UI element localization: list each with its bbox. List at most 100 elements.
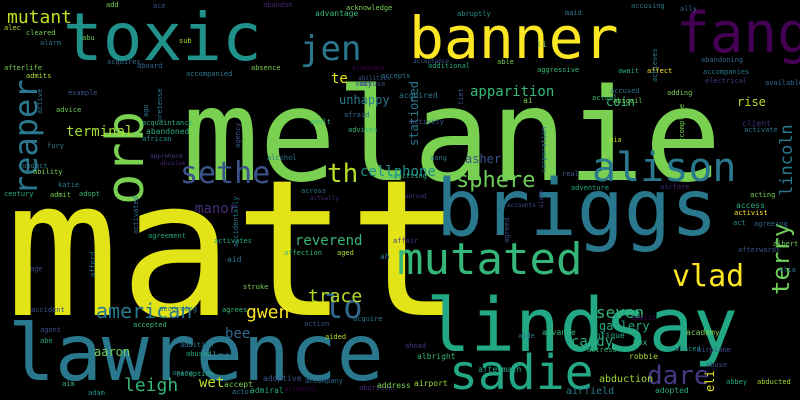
word-bee: bee (225, 326, 250, 342)
word-additional: additional (428, 62, 470, 70)
word-admits: admits (26, 72, 51, 80)
word-coin: coin (606, 95, 635, 109)
word-afterwards: afterwards (738, 246, 780, 254)
word-client: client (742, 119, 771, 128)
word-african: african (142, 135, 172, 143)
word-await: await (618, 67, 639, 75)
word-acknowledge: acknowledge (346, 4, 392, 12)
word-actress: actress (587, 346, 617, 354)
word-helmet: helmet (200, 351, 236, 362)
word-unhappy: unhappy (339, 93, 390, 107)
word-academy: academy (686, 328, 720, 337)
word-acquires: acquires (107, 58, 141, 66)
word-gallery: gallery (599, 319, 650, 333)
word-abuse: abuse (706, 361, 727, 369)
word-rise: rise (737, 95, 766, 109)
word-american: american (96, 299, 192, 323)
word-lawrence: lawrence (8, 309, 384, 399)
word-admitting: admitting (389, 172, 427, 180)
word-century: century (4, 190, 34, 198)
word-cellphone: cellphone (360, 164, 436, 180)
word-aid: aid (227, 255, 242, 264)
word-accomplice: accomplice (678, 104, 686, 146)
word-advice: advice (56, 106, 81, 114)
word-agent: agent (40, 326, 61, 334)
word-lincoln: lincoln (777, 124, 797, 196)
word-actual: actual (592, 94, 617, 102)
word-accused: accused (610, 87, 640, 95)
word-accept: accept (224, 380, 253, 389)
word-albert: albert (773, 240, 798, 248)
word-fury: fury (47, 142, 64, 150)
word-terminal: terminal (66, 124, 133, 140)
word-addition: addition (180, 341, 214, 349)
word-adopt: adopt (79, 190, 100, 198)
word-maid: maid (565, 9, 582, 17)
word-toxic: toxic (63, 0, 262, 76)
word-active: active (36, 89, 44, 114)
word-trace: trace (308, 286, 362, 307)
word-addict: addict (631, 314, 656, 322)
word-absence: absence (251, 64, 281, 72)
word-abroad: abroad (405, 193, 427, 200)
word-seven: seven (596, 303, 644, 322)
word-afterlife: afterlife (4, 64, 42, 72)
word-li: li (537, 40, 547, 49)
word-briggs: briggs (436, 164, 718, 254)
word-fang: fang (676, 1, 800, 66)
word-agreeing: agreeing (754, 220, 788, 228)
word-orb: orb (96, 111, 156, 205)
word-able: able (497, 58, 514, 66)
word-matt: matt (5, 139, 463, 360)
word-aftermath: aftermath (478, 365, 522, 374)
word-accompany: accompany (305, 377, 343, 385)
word-electrical: electrical (705, 77, 747, 85)
word-advises: advises (348, 126, 378, 134)
word-accounts: accounts (507, 202, 536, 209)
word-gwen: gwen (246, 302, 289, 323)
word-activity: activity (410, 118, 444, 126)
word-abusive: abusive (160, 160, 186, 167)
word-accompanied: accompanied (186, 70, 232, 78)
word-abandoned: abandoned (146, 127, 190, 136)
word-adult: adult (310, 118, 331, 126)
word-conduct: conduct (18, 162, 48, 170)
word-adventure: adventure (571, 184, 609, 192)
word-alcohol: alcohol (267, 154, 297, 162)
word-abilities: abilities (358, 75, 391, 82)
word-mutated: mutated (397, 234, 582, 285)
word-aang: aang (430, 154, 447, 162)
word-sadie: sadie (449, 345, 594, 400)
word-abruptly: abruptly (457, 10, 491, 18)
word-abigail: abigail (613, 97, 643, 105)
word-abduction: abduction (599, 374, 653, 385)
word-lo: lo (324, 288, 363, 326)
word-aboard: aboard (137, 62, 162, 70)
word-advantage: advantage (315, 9, 359, 18)
word-abby: abby (355, 80, 372, 88)
word-robbie: robbie (629, 352, 658, 361)
word-accuses: accuses (283, 172, 313, 180)
word-ah: ah (380, 252, 390, 261)
word-stroke: stroke (243, 283, 268, 291)
word-aisle: aisle (538, 190, 545, 208)
word-mia: mia (609, 136, 622, 144)
word-accompanies: accompanies (703, 68, 749, 76)
word-banner: banner (409, 4, 619, 72)
word-adam: adam (88, 389, 105, 397)
word-admiral: admiral (250, 386, 284, 395)
word-leigh: leigh (124, 375, 178, 396)
word-ally: ally (680, 5, 697, 13)
word-candy: candy (571, 334, 613, 350)
word-address: address (377, 381, 411, 390)
word-aging: aging (172, 369, 193, 377)
word-wet: wet (199, 375, 224, 391)
word-acquire: acquire (353, 315, 383, 323)
word-albright: albright (417, 352, 456, 361)
word-asher: asher (465, 152, 501, 166)
word-corporation: corporation (540, 127, 548, 173)
word-agreement: agreement (148, 232, 186, 240)
word-age: age (30, 265, 43, 273)
word-agency: agency (234, 123, 242, 148)
word-acquired: acquired (399, 91, 438, 100)
